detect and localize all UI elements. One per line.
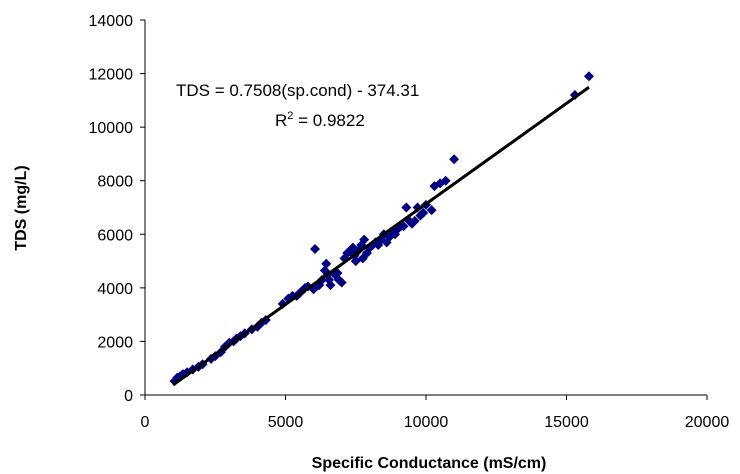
x-tick-label: 15000 bbox=[544, 414, 589, 431]
y-tick-label: 2000 bbox=[97, 334, 133, 351]
y-axis-title: TDS (mg/L) bbox=[13, 165, 30, 250]
r-squared-prefix: R bbox=[275, 111, 287, 130]
x-tick-label: 5000 bbox=[268, 414, 304, 431]
y-tick-label: 14000 bbox=[89, 13, 134, 30]
r-squared-exponent: 2 bbox=[287, 110, 293, 122]
r-squared-label: R2 = 0.9822 bbox=[275, 110, 365, 130]
data-point bbox=[426, 205, 437, 216]
y-tick-label: 12000 bbox=[89, 67, 134, 84]
x-tick-label: 20000 bbox=[685, 414, 730, 431]
data-point bbox=[401, 202, 412, 213]
trendline-equation-label: TDS = 0.7508(sp.cond) - 374.31 bbox=[176, 81, 419, 100]
data-point bbox=[398, 221, 409, 232]
r-squared-value: = 0.9822 bbox=[293, 111, 364, 130]
plot-area: 0 2000 4000 6000 8000 10000 12000 14000 0 5000 10… bbox=[89, 13, 730, 431]
data-point bbox=[583, 71, 594, 82]
x-axis-ticks: 0 5000 10000 15000 20000 bbox=[141, 395, 730, 431]
y-tick-label: 10000 bbox=[89, 120, 134, 137]
data-point bbox=[359, 234, 370, 245]
x-tick-label: 10000 bbox=[404, 414, 449, 431]
data-point bbox=[336, 277, 347, 288]
data-points bbox=[169, 71, 594, 387]
y-tick-label: 6000 bbox=[97, 227, 133, 244]
trend-line bbox=[172, 86, 590, 387]
y-tick-label: 0 bbox=[124, 388, 133, 405]
data-point bbox=[325, 280, 336, 291]
x-axis-title: Specific Conductance (mS/cm) bbox=[312, 455, 547, 472]
y-tick-label: 4000 bbox=[97, 281, 133, 298]
x-tick-label: 0 bbox=[141, 414, 150, 431]
data-point bbox=[310, 244, 321, 255]
data-point bbox=[440, 175, 451, 186]
data-point bbox=[449, 154, 460, 165]
data-point bbox=[409, 215, 420, 226]
y-tick-label: 8000 bbox=[97, 174, 133, 191]
y-axis-ticks: 0 2000 4000 6000 8000 10000 12000 14000 bbox=[89, 13, 145, 405]
data-point bbox=[418, 207, 429, 218]
data-point bbox=[321, 258, 332, 269]
